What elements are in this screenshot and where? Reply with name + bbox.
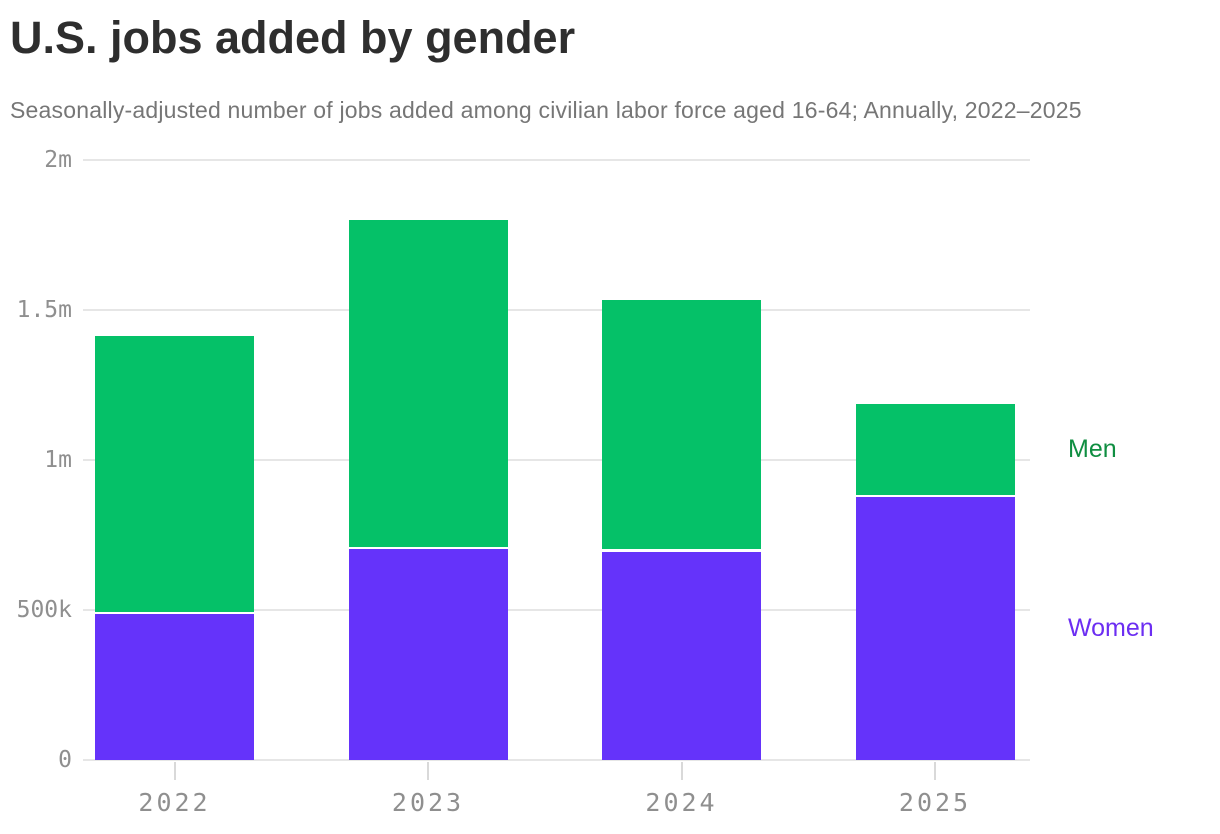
x-axis-tick-2025 bbox=[934, 762, 936, 780]
chart-subtitle: Seasonally-adjusted number of jobs added… bbox=[10, 97, 1082, 123]
x-axis-label-2024: 2024 bbox=[645, 788, 718, 817]
x-axis-tick-2022 bbox=[173, 762, 176, 780]
gridline-500k bbox=[83, 609, 1030, 611]
x-axis-label-2025: 2025 bbox=[898, 788, 972, 817]
bar-segment-women-2022[interactable] bbox=[95, 613, 254, 760]
y-axis-label-0: 0 bbox=[58, 747, 72, 773]
x-axis-tick-2023 bbox=[427, 762, 429, 780]
gridline-1m bbox=[83, 459, 1030, 461]
bar-segment-women-2023[interactable] bbox=[348, 548, 508, 760]
y-axis-label-500k: 500k bbox=[16, 597, 72, 623]
y-axis-label-1m: 1m bbox=[44, 447, 72, 473]
legend-label-men: Men bbox=[1068, 435, 1117, 464]
x-axis-label-2022: 2022 bbox=[138, 788, 211, 817]
bar-segment-men-2023[interactable] bbox=[348, 220, 508, 547]
y-axis-label-1.5m: 1.5m bbox=[16, 297, 72, 323]
x-axis-label-2023: 2023 bbox=[391, 788, 465, 817]
x-axis-tick-2024 bbox=[680, 762, 683, 780]
gridline-1.5m bbox=[83, 309, 1030, 311]
bar-segment-women-2024[interactable] bbox=[602, 551, 761, 760]
chart-title: U.S. jobs added by gender bbox=[10, 12, 576, 63]
gridline-0 bbox=[83, 759, 1030, 761]
y-axis-label-2m: 2m bbox=[44, 147, 72, 173]
bar-segment-women-2025[interactable] bbox=[855, 496, 1015, 760]
bar-segment-men-2022[interactable] bbox=[95, 336, 254, 612]
bar-segment-men-2025[interactable] bbox=[855, 403, 1015, 495]
bar-segment-men-2024[interactable] bbox=[602, 300, 761, 550]
legend-label-women: Women bbox=[1068, 614, 1154, 643]
gridline-2m bbox=[83, 159, 1030, 161]
